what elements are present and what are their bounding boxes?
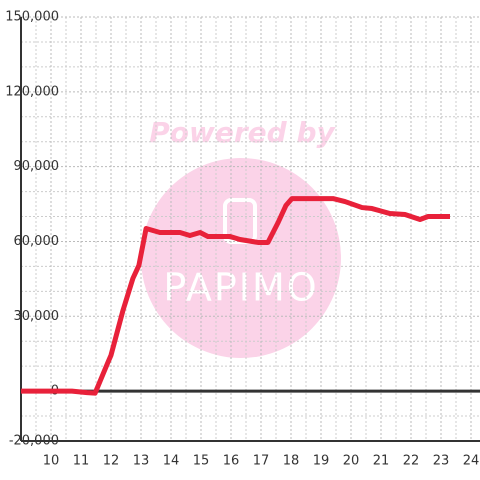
x-tick-label: 16 — [223, 454, 240, 469]
x-tick-label: 21 — [373, 454, 390, 469]
x-tick-label: 17 — [253, 454, 270, 469]
logo: PAPIMO — [163, 266, 318, 310]
y-tick-label: 120,000 — [5, 84, 59, 99]
x-tick-label: 10 — [43, 454, 60, 469]
x-tick-label: 13 — [133, 454, 150, 469]
x-tick-label: 20 — [343, 454, 360, 469]
x-tick-label: 22 — [403, 454, 420, 469]
x-tick-label: 23 — [433, 454, 450, 469]
y-tick-label: 60,000 — [14, 234, 60, 249]
x-tick-label: 12 — [103, 454, 120, 469]
x-tick-label: 15 — [193, 454, 210, 469]
y-tick-label: 150,000 — [5, 10, 59, 25]
x-tick-label: 14 — [163, 454, 180, 469]
x-tick-label: 19 — [313, 454, 330, 469]
y-tick-label: 30,000 — [14, 309, 60, 324]
x-tick-label: 24 — [463, 454, 480, 469]
line — [21, 196, 450, 396]
x-tick-label: 11 — [73, 454, 90, 469]
watermark: Powered by — [149, 116, 336, 149]
y-tick-label: 90,000 — [14, 159, 60, 174]
watermark-circle — [141, 158, 341, 358]
x-tick-label: 18 — [283, 454, 300, 469]
